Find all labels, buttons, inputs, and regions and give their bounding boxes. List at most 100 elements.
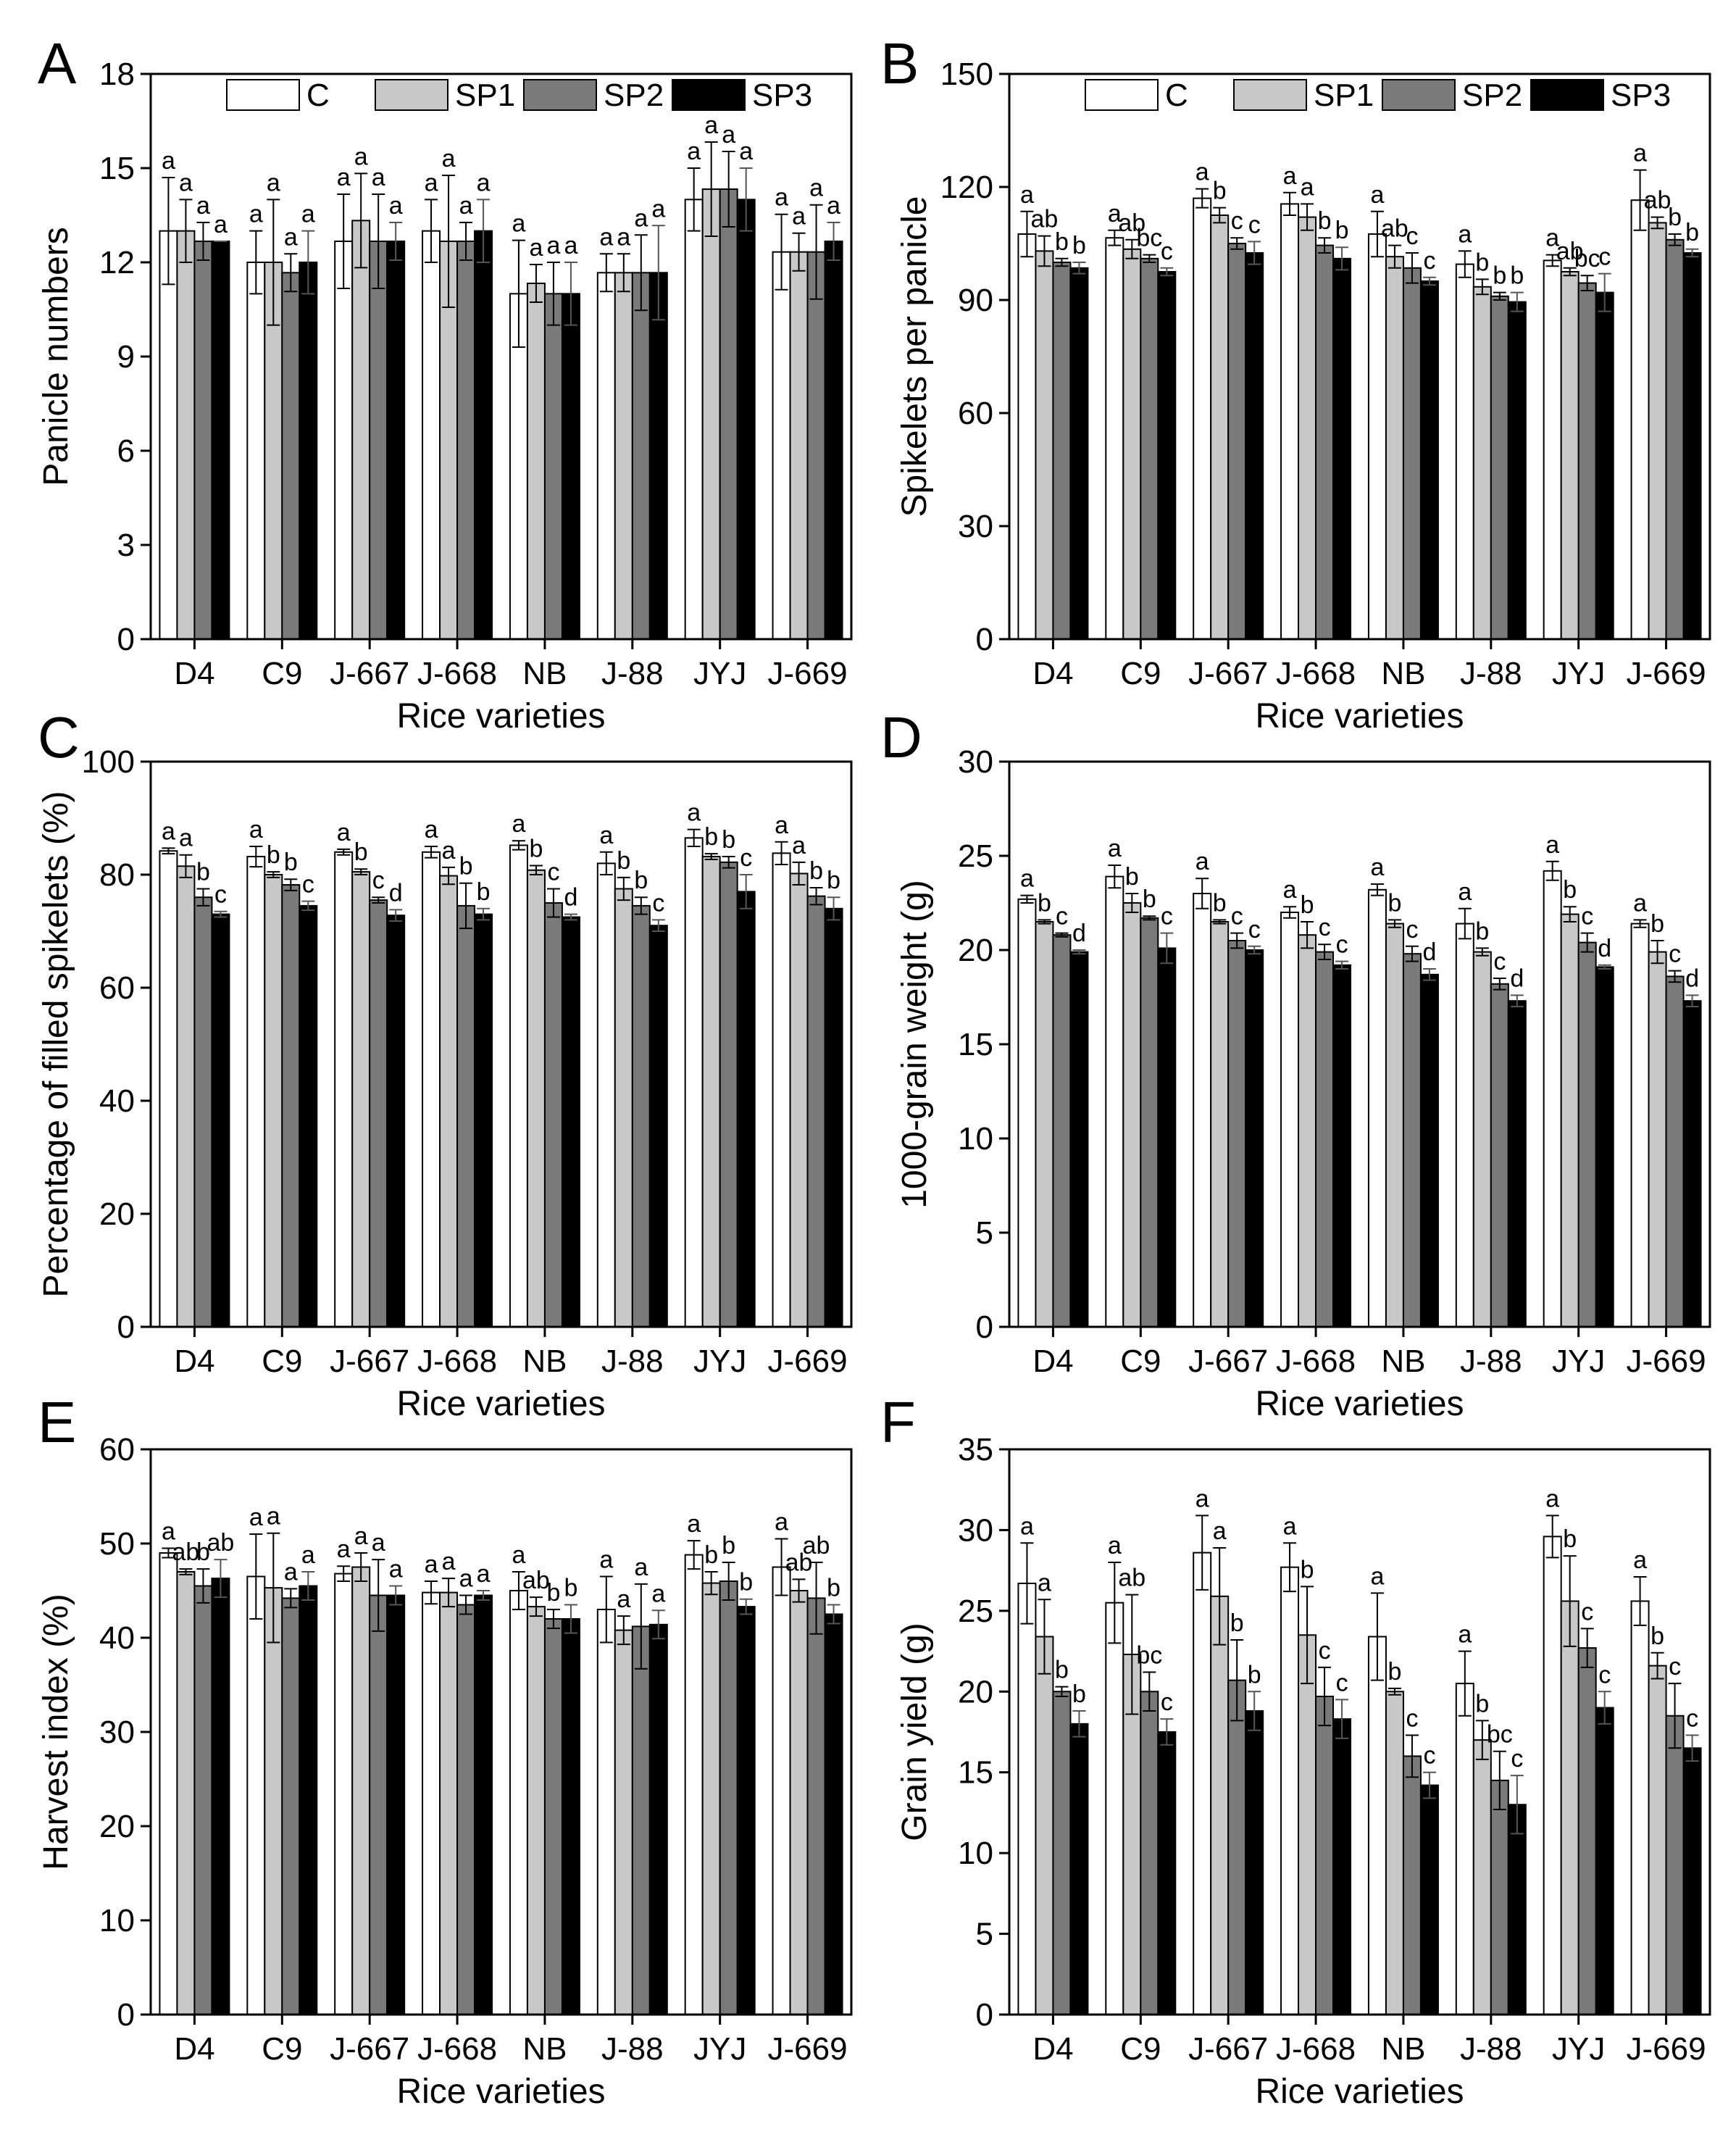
x-tick-label: J-667: [330, 2031, 409, 2067]
bar-C-NB-C: [509, 844, 528, 1328]
bar-A-J-667-SP1: [351, 220, 371, 641]
significance-letter: d: [1685, 965, 1699, 992]
significance-letter: d: [1422, 938, 1436, 966]
y-tick-label: 150: [940, 57, 993, 92]
y-tick-label: 0: [976, 622, 993, 657]
x-tick-label: J-667: [330, 1344, 409, 1379]
y-tick-label: 50: [99, 1526, 135, 1562]
panel-letter-E: E: [38, 1390, 76, 1454]
y-tick-label: 35: [958, 1432, 993, 1467]
significance-letter: a: [214, 211, 228, 238]
bar-A-J-668-C: [422, 230, 441, 640]
bar-E-JYJ-SP3: [736, 1606, 756, 2016]
x-tick-label: C9: [1120, 2031, 1161, 2067]
significance-letter: a: [249, 201, 263, 228]
significance-letter: c: [1248, 916, 1261, 944]
bar-B-D4-C: [1017, 233, 1037, 640]
bar-A-C9-SP3: [299, 262, 318, 640]
significance-letter: a: [372, 164, 385, 191]
significance-letter: b: [546, 1579, 560, 1607]
bar-A-J-667-C: [334, 240, 354, 640]
bar-F-D4-C: [1017, 1582, 1037, 2015]
significance-letter: a: [425, 1551, 438, 1578]
significance-letter: a: [512, 810, 525, 838]
x-axis-title: Rice varieties: [396, 1385, 605, 1423]
bar-F-D4-SP2: [1052, 1691, 1072, 2015]
significance-letter: c: [1161, 1688, 1173, 1716]
y-tick-label: 30: [958, 744, 993, 780]
significance-letter: a: [827, 192, 840, 220]
bar-B-J-88-SP1: [1472, 286, 1492, 640]
legend-swatch-C: [226, 79, 300, 111]
bar-B-J-88-SP2: [1490, 295, 1509, 640]
x-tick-label: C9: [262, 656, 302, 691]
significance-letter: c: [1581, 1598, 1593, 1625]
significance-letter: b: [354, 838, 368, 866]
bar-B-J-669-SP3: [1682, 252, 1702, 640]
significance-letter: b: [1072, 232, 1086, 259]
significance-letter: c: [302, 871, 314, 899]
y-tick-label: 20: [958, 933, 993, 968]
significance-letter: a: [301, 1541, 315, 1569]
significance-letter: a: [739, 138, 753, 165]
significance-letter: a: [617, 223, 630, 251]
x-tick-label: JYJ: [693, 1344, 746, 1379]
panel-letter-D: D: [880, 705, 922, 770]
significance-letter: c: [1248, 211, 1261, 238]
significance-letter: c: [1493, 948, 1506, 975]
legend-swatch-SP2: [1382, 79, 1456, 111]
y-tick-label: 20: [99, 1809, 135, 1844]
bar-E-J-668-SP3: [474, 1594, 493, 2015]
significance-letter: a: [389, 1556, 403, 1583]
legend-label-SP3: SP3: [752, 78, 812, 113]
bar-F-J-668-C: [1280, 1566, 1300, 2016]
bar-B-D4-SP3: [1069, 267, 1089, 640]
legend-label-C: C: [1165, 78, 1188, 113]
bar-D-J-88-SP1: [1472, 951, 1492, 1328]
significance-letter: b: [1248, 1661, 1261, 1688]
y-tick-label: 25: [958, 1594, 993, 1629]
bar-F-J-88-C: [1455, 1683, 1474, 2015]
significance-letter: a: [1545, 831, 1559, 859]
bar-E-NB-SP1: [526, 1606, 546, 2016]
x-tick-label: D4: [174, 1344, 214, 1379]
bar-F-JYJ-SP1: [1560, 1600, 1579, 2015]
bar-F-JYJ-SP3: [1595, 1707, 1614, 2016]
x-tick-label: JYJ: [1552, 656, 1605, 691]
bar-D-J-667-SP3: [1245, 949, 1264, 1328]
bar-B-NB-SP1: [1385, 256, 1404, 640]
bar-A-D4-SP1: [176, 230, 196, 640]
legend-B: C SP1 SP2 SP3: [1085, 78, 1671, 113]
significance-letter: c: [1511, 1745, 1523, 1773]
bar-C-NB-SP1: [526, 869, 546, 1328]
bar-C-J-88-C: [596, 862, 616, 1328]
x-tick-label: C9: [1120, 656, 1161, 691]
bar-D-J-668-C: [1280, 912, 1300, 1328]
significance-letter: c: [547, 859, 559, 886]
significance-letter: c: [1231, 207, 1243, 235]
x-tick-label: D4: [174, 656, 214, 691]
significance-letter: c: [1686, 1704, 1698, 1732]
bar-B-J-667-SP1: [1210, 214, 1230, 640]
significance-letter: a: [809, 175, 823, 202]
y-tick-label: 40: [99, 1620, 135, 1656]
y-tick-label: 60: [99, 970, 135, 1006]
bar-D-J-88-SP2: [1490, 983, 1509, 1328]
significance-letter: a: [512, 1541, 525, 1569]
bar-C-J-667-C: [334, 851, 354, 1328]
bar-A-JYJ-SP2: [719, 188, 738, 640]
significance-letter: b: [196, 1538, 210, 1566]
y-tick-label: 100: [82, 744, 135, 780]
bar-E-D4-SP1: [176, 1571, 196, 2015]
significance-letter: c: [1319, 914, 1331, 941]
x-tick-label: D4: [1032, 1344, 1073, 1379]
significance-letter: a: [162, 817, 175, 845]
significance-letter: d: [1598, 935, 1611, 962]
significance-letter: ab: [803, 1532, 830, 1559]
bar-D-J-667-SP1: [1210, 921, 1230, 1328]
significance-letter: a: [179, 169, 193, 196]
plot-frame: [1008, 1448, 1711, 2016]
significance-letter: a: [1038, 1569, 1051, 1596]
x-tick-label: J-667: [1188, 656, 1268, 691]
